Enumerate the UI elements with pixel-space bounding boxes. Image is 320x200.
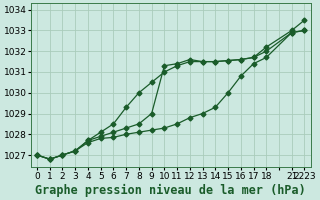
- X-axis label: Graphe pression niveau de la mer (hPa): Graphe pression niveau de la mer (hPa): [36, 183, 306, 197]
